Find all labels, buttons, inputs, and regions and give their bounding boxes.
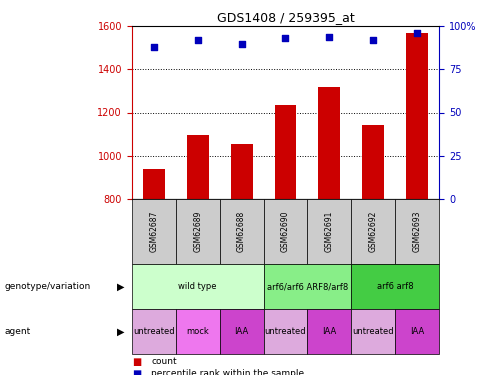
Bar [406, 33, 428, 199]
Bar [307, 199, 351, 264]
Text: GSM62692: GSM62692 [369, 211, 378, 252]
Bar [132, 264, 264, 309]
Bar [187, 135, 209, 199]
Text: untreated: untreated [264, 327, 306, 336]
Text: GSM62690: GSM62690 [281, 211, 290, 252]
Bar [318, 87, 340, 199]
Text: ■: ■ [132, 369, 141, 375]
Bar [132, 309, 176, 354]
Bar [362, 125, 384, 199]
Text: percentile rank within the sample: percentile rank within the sample [151, 369, 305, 375]
Point [325, 34, 333, 40]
Bar [176, 309, 220, 354]
Bar [351, 264, 439, 309]
Bar [264, 199, 307, 264]
Title: GDS1408 / 259395_at: GDS1408 / 259395_at [217, 11, 354, 24]
Point [282, 35, 289, 41]
Text: mock: mock [186, 327, 209, 336]
Text: GSM62688: GSM62688 [237, 211, 246, 252]
Text: GSM62691: GSM62691 [325, 211, 334, 252]
Bar [264, 309, 307, 354]
Text: IAA: IAA [234, 327, 249, 336]
Text: ▶: ▶ [117, 327, 124, 337]
Text: arf6/arf6 ARF8/arf8: arf6/arf6 ARF8/arf8 [267, 282, 348, 291]
Point [413, 30, 421, 36]
Text: arf6 arf8: arf6 arf8 [377, 282, 414, 291]
Text: GSM62687: GSM62687 [149, 211, 158, 252]
Bar [307, 309, 351, 354]
Bar [220, 199, 264, 264]
Bar [132, 199, 176, 264]
Text: untreated: untreated [133, 327, 175, 336]
Text: ▶: ▶ [117, 282, 124, 292]
Text: IAA: IAA [410, 327, 425, 336]
Text: GSM62689: GSM62689 [193, 211, 202, 252]
Point [369, 37, 377, 43]
Bar [395, 199, 439, 264]
Text: genotype/variation: genotype/variation [5, 282, 91, 291]
Bar [395, 309, 439, 354]
Bar [274, 105, 297, 199]
Bar [351, 309, 395, 354]
Text: GSM62693: GSM62693 [413, 211, 422, 252]
Text: IAA: IAA [322, 327, 337, 336]
Text: agent: agent [5, 327, 31, 336]
Point [194, 37, 202, 43]
Bar [220, 309, 264, 354]
Bar [176, 199, 220, 264]
Bar [143, 169, 165, 199]
Bar [264, 264, 351, 309]
Text: count: count [151, 357, 177, 366]
Text: untreated: untreated [352, 327, 394, 336]
Point [150, 44, 158, 50]
Text: ■: ■ [132, 357, 141, 367]
Text: wild type: wild type [179, 282, 217, 291]
Bar [230, 144, 253, 199]
Bar [351, 199, 395, 264]
Point [238, 40, 245, 46]
